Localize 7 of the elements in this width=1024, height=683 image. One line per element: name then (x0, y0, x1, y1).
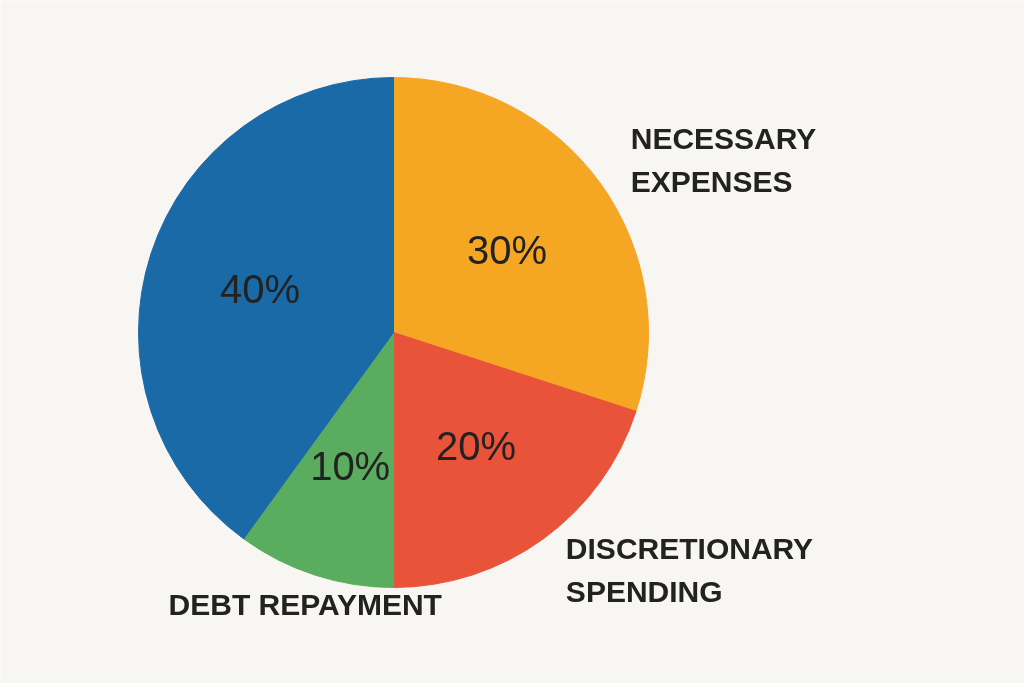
data-label: 40% (220, 267, 301, 312)
slice-label: NECESSARY EXPENSES (630, 122, 817, 199)
slice-label: DISCRETIONARY SPENDING (565, 531, 814, 608)
data-label: 10% (310, 443, 391, 488)
data-label: 30% (466, 228, 547, 273)
slice-label: DEBT REPAYMENT (168, 587, 442, 621)
data-label: 20% (435, 423, 516, 468)
